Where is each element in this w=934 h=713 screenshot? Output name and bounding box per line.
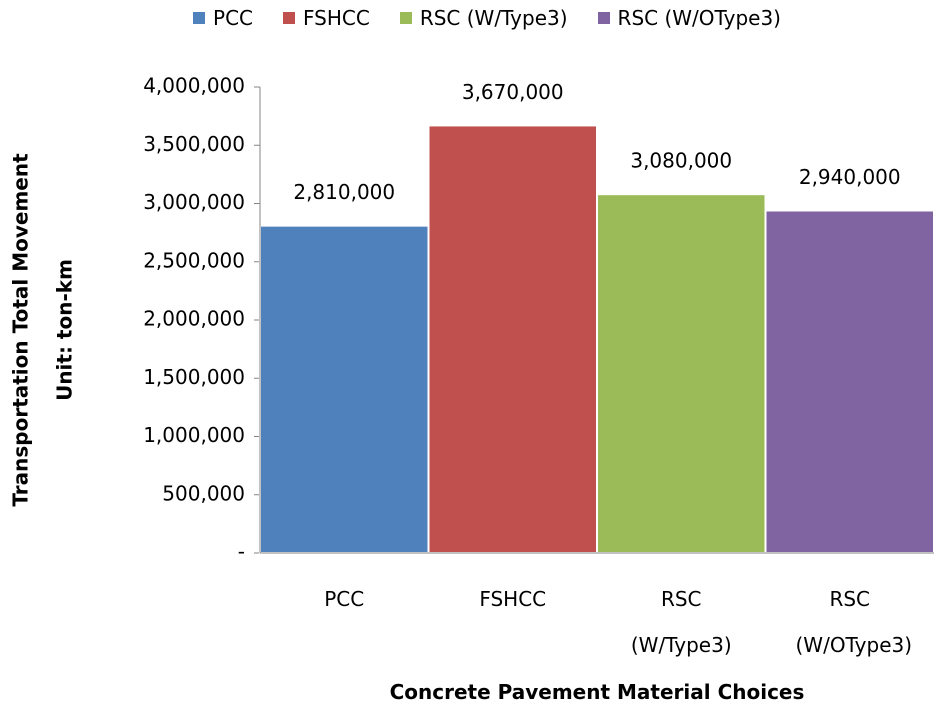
legend-item: FSHCC [283, 6, 370, 30]
y-tick-label: 3,500,000 [143, 132, 245, 156]
data-label: 3,670,000 [462, 80, 564, 104]
legend-label: RSC (W/Type3) [419, 6, 568, 30]
x-axis-label: Concrete Pavement Material Choices [389, 680, 805, 704]
bar [596, 193, 767, 554]
legend-swatch [399, 12, 412, 24]
legend-label: RSC (W/OType3) [617, 6, 781, 30]
legend: PCC FSHCC RSC (W/Type3) RSC (W/OType3) [0, 6, 934, 30]
y-tick-label: 2,500,000 [143, 248, 245, 272]
y-axis-label: Unit: ton-km [53, 259, 77, 401]
x-tick-label: RSC (W/OType3) [795, 587, 913, 657]
y-tick-label: 3,000,000 [143, 190, 245, 214]
legend-label: PCC [213, 6, 254, 30]
legend-item: RSC (W/Type3) [399, 6, 568, 30]
bar [259, 224, 430, 554]
legend-item: RSC (W/OType3) [597, 6, 781, 30]
legend-swatch [283, 12, 296, 24]
legend-swatch [193, 12, 206, 24]
x-tick-label: RSC (W/Type3) [630, 587, 732, 657]
y-tick-label: 2,000,000 [143, 307, 245, 331]
bar [427, 124, 598, 554]
y-tick-label: 1,500,000 [143, 365, 245, 389]
x-tick-label: PCC [324, 587, 365, 611]
legend-item: PCC [193, 6, 253, 30]
data-label: 2,810,000 [293, 180, 395, 204]
y-tick-label: - [238, 540, 245, 564]
data-label: 2,940,000 [799, 165, 901, 189]
data-label: 3,080,000 [630, 149, 732, 173]
y-tick-label: 1,000,000 [143, 423, 245, 447]
y-tick-label: 4,000,000 [143, 74, 245, 98]
legend-swatch [597, 12, 610, 24]
legend-label: FSHCC [303, 6, 370, 30]
y-axis-label: Transportation Total Movement [9, 153, 33, 507]
x-tick-label: FSHCC [479, 587, 547, 611]
bar [764, 209, 934, 555]
y-tick-label: 500,000 [162, 481, 245, 505]
